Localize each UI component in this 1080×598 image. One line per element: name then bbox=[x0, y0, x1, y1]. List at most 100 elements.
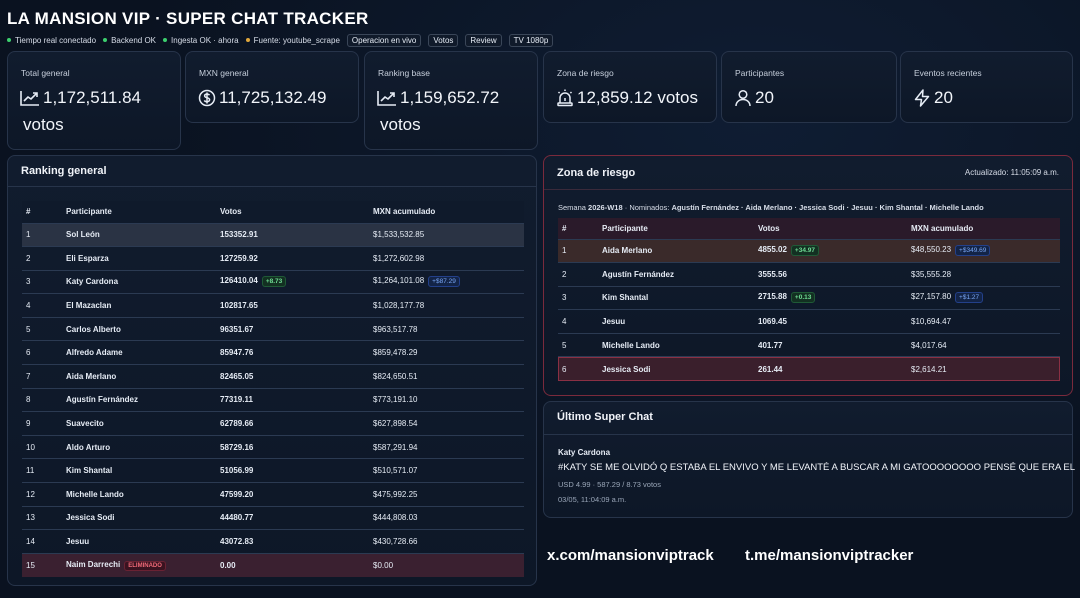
cell-votos: 58729.16 bbox=[216, 434, 369, 459]
votes-value: 44480.77 bbox=[220, 513, 254, 523]
votes-value: 47599.20 bbox=[220, 489, 254, 499]
cell-participante: Alfredo Adame bbox=[62, 340, 216, 365]
status-label: Fuente: youtube_scrape bbox=[253, 35, 340, 45]
mxn-value: $475,992.25 bbox=[373, 489, 418, 499]
votes-value: 62789.66 bbox=[220, 419, 254, 429]
mxn-delta-badge: +$349.69 bbox=[955, 245, 991, 257]
col-votos: Votos bbox=[758, 223, 780, 233]
kpi-total-card: Total general 1,172,511.84 votos bbox=[7, 51, 181, 150]
eliminated-badge: ELIMINADO bbox=[124, 560, 166, 571]
cell-rank: 8 bbox=[22, 387, 62, 412]
participant-name: Eli Esparza bbox=[66, 253, 109, 263]
cell-mxn: $963,517.78 bbox=[369, 316, 524, 341]
mxn-value: $627,898.54 bbox=[373, 419, 418, 429]
panel-title: Zona de riesgo bbox=[557, 167, 636, 179]
chip-operacion[interactable]: Operacion en vivo bbox=[346, 33, 422, 47]
mxn-value: $587,291.94 bbox=[373, 442, 418, 452]
cell-rank: 3 bbox=[22, 269, 62, 294]
table-header-row: # Participante Votos MXN acumulado bbox=[22, 201, 524, 223]
kpi-value: 20 bbox=[734, 84, 774, 111]
cell-votos: 102817.65 bbox=[216, 293, 369, 318]
kpi-value: 1,159,652.72 votos bbox=[377, 84, 537, 138]
riesgo-panel: Zona de riesgo Actualizado: 11:05:09 a.m… bbox=[543, 155, 1073, 396]
updated-time: Actualizado: 11:05:09 a.m. bbox=[964, 168, 1059, 177]
participant-name: Kim Shantal bbox=[66, 466, 113, 476]
chip-votos[interactable]: Votos bbox=[428, 33, 459, 47]
table-row: 11 Kim Shantal 51056.99 $510,571.07 bbox=[22, 458, 524, 483]
ranking-panel: Ranking general # Participante Votos MXN… bbox=[7, 155, 537, 586]
chip-review[interactable]: Review bbox=[465, 33, 502, 47]
telegram-link[interactable]: t.me/mansionviptracker bbox=[745, 547, 914, 564]
participant-name: Jessica Sodi bbox=[66, 513, 115, 523]
cell-rank: 6 bbox=[22, 340, 62, 365]
cell-mxn: $475,992.25 bbox=[369, 482, 524, 507]
dollar-circle-icon bbox=[198, 89, 216, 106]
mxn-delta-badge: +$87.29 bbox=[428, 276, 460, 288]
cell-votos: 77319.11 bbox=[216, 387, 369, 412]
cell-participante: Jesuu bbox=[62, 529, 216, 554]
table-row: 3 Katy Cardona 126410.04 +8.73 $1,264,101.08… bbox=[22, 269, 524, 294]
votes-value: 0.00 bbox=[220, 560, 236, 570]
cell-votos: 3555.56 bbox=[754, 262, 907, 287]
mxn-value: $1,272,602.98 bbox=[373, 253, 425, 263]
mxn-value: $4,017.64 bbox=[911, 340, 947, 350]
status-bar: Tiempo real conectado Backend OK Ingesta… bbox=[7, 33, 554, 47]
ranking-table: # Participante Votos MXN acumulado 1 Sol … bbox=[22, 201, 524, 577]
cell-votos: 43072.83 bbox=[216, 529, 369, 554]
votes-value: 127259.92 bbox=[220, 253, 258, 263]
table-row: 4 Jesuu 1069.45 $10,694.47 bbox=[558, 309, 1060, 334]
cell-votos: 4855.02 +34.97 bbox=[754, 238, 907, 263]
mxn-value: $27,157.80 bbox=[911, 292, 952, 302]
participant-name: Aida Merlano bbox=[66, 371, 117, 381]
table-row: 8 Agustín Fernández 77319.11 $773,191.10 bbox=[22, 387, 524, 412]
cell-mxn: $48,550.23 +$349.69 bbox=[907, 238, 1060, 263]
mxn-value: $773,191.10 bbox=[373, 395, 418, 405]
chat-message: #KATY SE ME OLVIDÓ Q ESTABA EL ENVIVO Y … bbox=[558, 462, 1076, 473]
cell-participante: Agustín Fernández bbox=[62, 387, 216, 412]
cell-participante: El Mazaclan bbox=[62, 293, 216, 318]
trend-up-icon bbox=[20, 90, 39, 106]
panel-divider bbox=[8, 186, 536, 187]
votes-value: 102817.65 bbox=[220, 301, 258, 311]
mxn-value: $444,808.03 bbox=[373, 513, 418, 523]
kpi-number: 1,159,652.72 bbox=[400, 88, 500, 107]
col-participante: Participante bbox=[66, 207, 112, 217]
cell-votos: 153352.91 bbox=[216, 222, 369, 247]
table-row: 5 Carlos Alberto 96351.67 $963,517.78 bbox=[22, 316, 524, 341]
week-label: Semana bbox=[558, 203, 586, 212]
cell-votos: 1069.45 bbox=[754, 309, 907, 334]
vote-delta-badge: +0.13 bbox=[790, 292, 816, 304]
mxn-delta-badge: +$1.27 bbox=[955, 292, 984, 304]
mxn-value: $963,517.78 bbox=[373, 324, 418, 334]
votes-value: 1069.45 bbox=[758, 317, 787, 327]
status-backend: Backend OK bbox=[103, 36, 156, 45]
cell-rank: 7 bbox=[22, 364, 62, 389]
cell-rank: 1 bbox=[22, 222, 62, 247]
col-rank: # bbox=[562, 223, 567, 233]
participant-name: El Mazaclan bbox=[66, 301, 112, 311]
cell-votos: 62789.66 bbox=[216, 411, 369, 436]
cell-votos: 261.44 bbox=[754, 356, 907, 381]
votes-value: 85947.76 bbox=[220, 348, 254, 358]
cell-participante: Jesuu bbox=[598, 309, 754, 334]
cell-rank: 12 bbox=[22, 482, 62, 507]
table-row: 2 Eli Esparza 127259.92 $1,272,602.98 bbox=[22, 246, 524, 271]
chip-tv[interactable]: TV 1080p bbox=[508, 33, 554, 47]
cell-participante: Naim Darrechi ELIMINADO bbox=[62, 552, 216, 577]
cell-mxn: $1,272,602.98 bbox=[369, 246, 524, 271]
kpi-label: Zona de riesgo bbox=[557, 68, 614, 78]
kpi-value: 11,725,132.49 bbox=[198, 84, 326, 111]
x-link[interactable]: x.com/mansionviptrack bbox=[547, 547, 714, 564]
table-row: 15 Naim Darrechi ELIMINADO 0.00 $0.00 bbox=[22, 552, 524, 577]
votes-value: 401.77 bbox=[758, 340, 783, 350]
col-mxn: MXN acumulado bbox=[911, 223, 974, 233]
cell-participante: Michelle Lando bbox=[598, 332, 754, 357]
table-header-row: # Participante Votos MXN acumulado bbox=[558, 218, 1060, 239]
table-row: 3 Kim Shantal 2715.88 +0.13 $27,157.80 +$1.27 bbox=[558, 285, 1060, 310]
user-icon bbox=[735, 89, 751, 106]
participant-name: Jesuu bbox=[602, 317, 626, 327]
cell-participante: Sol León bbox=[62, 222, 216, 247]
cell-votos: 82465.05 bbox=[216, 364, 369, 389]
mxn-value: $430,728.66 bbox=[373, 537, 418, 547]
cell-rank: 15 bbox=[22, 552, 62, 577]
